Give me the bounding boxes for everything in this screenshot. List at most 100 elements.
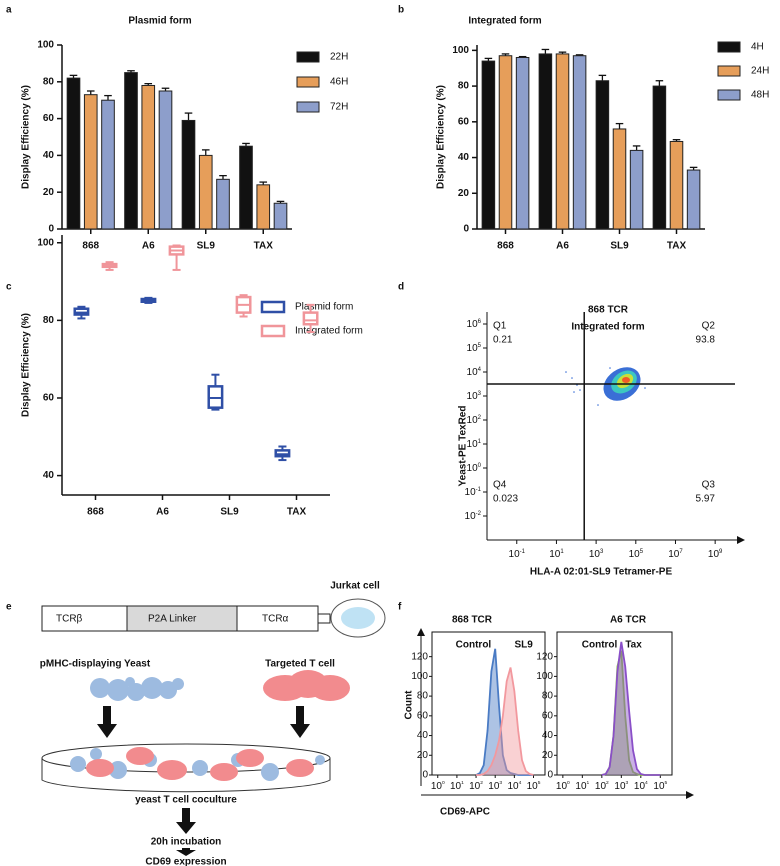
tick-label: 101 bbox=[575, 780, 589, 791]
tick-base: 10 bbox=[509, 549, 521, 560]
y-tick-label: 20 bbox=[458, 188, 470, 199]
legend-swatch bbox=[296, 51, 320, 63]
chart-title: 868 TCR bbox=[452, 615, 493, 626]
tick-base: 10 bbox=[431, 781, 443, 792]
tick-label: 103 bbox=[488, 780, 502, 791]
y-tick-label: 60 bbox=[458, 116, 470, 127]
y-tick-label: 120 bbox=[411, 651, 428, 662]
tick-exponent: 9 bbox=[719, 549, 723, 555]
y-tick-label: 60 bbox=[417, 710, 429, 721]
tick-base: 10 bbox=[469, 781, 481, 792]
tick-label: 103 bbox=[589, 549, 604, 560]
legend-label: 22H bbox=[330, 52, 348, 63]
bar bbox=[686, 169, 701, 230]
tick-base: 10 bbox=[450, 781, 462, 792]
x-axis-label: CD69-APC bbox=[440, 807, 490, 818]
tick-exponent: 0 bbox=[567, 780, 570, 786]
tick-label: 106 bbox=[467, 319, 482, 330]
tick-exponent: 4 bbox=[519, 780, 522, 786]
tick-base: 10 bbox=[488, 781, 500, 792]
area-fill bbox=[601, 650, 661, 775]
legend-label: 24H bbox=[751, 66, 769, 77]
tick-base: 10 bbox=[465, 487, 477, 498]
legend-swatch bbox=[717, 89, 741, 101]
tick-exponent: 3 bbox=[600, 549, 604, 555]
tick-label: 105 bbox=[629, 549, 644, 560]
x-tick-label: TAX bbox=[667, 241, 687, 252]
construct-label: TCRβ bbox=[56, 614, 83, 625]
bar bbox=[66, 77, 81, 230]
quadrant-value: 0.023 bbox=[493, 494, 518, 505]
tick-exponent: -1 bbox=[520, 549, 526, 555]
tick-label: 103 bbox=[614, 780, 628, 791]
bar bbox=[124, 72, 138, 230]
tick-label: 101 bbox=[467, 439, 482, 450]
tick-base: 10 bbox=[467, 439, 479, 450]
y-tick-label: 0 bbox=[422, 770, 428, 781]
diagram: e TCRβ P2A Linker TCRα Jurkat cell pMHC-… bbox=[6, 581, 386, 866]
y-tick-label: 80 bbox=[43, 315, 55, 326]
tick-exponent: 2 bbox=[606, 780, 609, 786]
tick-exponent: 5 bbox=[640, 549, 644, 555]
y-tick-label: 100 bbox=[536, 671, 553, 682]
tick-exponent: 1 bbox=[478, 439, 482, 445]
y-tick-label: 20 bbox=[417, 750, 429, 761]
x-tick-label: SL9 bbox=[220, 507, 239, 518]
y-tick-label: 40 bbox=[458, 152, 470, 163]
tick-exponent: -2 bbox=[476, 511, 482, 517]
quadrant-value: 0.21 bbox=[493, 335, 513, 346]
tick-exponent: 3 bbox=[478, 391, 482, 397]
tick-exponent: 5 bbox=[538, 780, 541, 786]
step-label: 20h incubation bbox=[151, 837, 222, 848]
step-label: CD69 expression bbox=[145, 857, 226, 866]
tick-label: 105 bbox=[467, 343, 482, 354]
tick-exponent: 1 bbox=[560, 549, 564, 555]
tick-base: 10 bbox=[465, 511, 477, 522]
area-line bbox=[475, 648, 534, 776]
x-tick-label: TAX bbox=[254, 241, 274, 252]
y-tick-label: 20 bbox=[43, 187, 55, 198]
y-tick-label: 100 bbox=[452, 45, 469, 56]
construct-segment bbox=[126, 605, 238, 632]
y-tick-label: 100 bbox=[37, 237, 54, 248]
y-tick-label: 80 bbox=[43, 76, 55, 87]
y-axis-label: Display Efficiency (%) bbox=[21, 85, 32, 189]
y-tick-label: 60 bbox=[43, 393, 55, 404]
series-label: Tax bbox=[625, 640, 642, 651]
y-axis-label: Display Efficiency (%) bbox=[21, 313, 32, 417]
y-tick-label: 0 bbox=[463, 224, 469, 235]
y-tick-label: 100 bbox=[411, 671, 428, 682]
chart-subtitle: Integrated form bbox=[571, 322, 644, 333]
bar bbox=[198, 154, 213, 230]
tick-base: 10 bbox=[527, 781, 539, 792]
tick-label: 104 bbox=[467, 367, 482, 378]
x-tick-label: A6 bbox=[556, 241, 569, 252]
legend-swatch bbox=[296, 101, 320, 113]
area-fill bbox=[476, 667, 534, 775]
area-line bbox=[476, 667, 534, 776]
tick-base: 10 bbox=[467, 367, 479, 378]
y-tick-label: 80 bbox=[458, 81, 470, 92]
tick-label: 10-2 bbox=[465, 511, 482, 522]
bar bbox=[595, 80, 610, 230]
tick-exponent: 6 bbox=[478, 319, 482, 325]
bar bbox=[629, 149, 644, 230]
tick-label: 105 bbox=[653, 780, 667, 791]
tick-base: 10 bbox=[589, 549, 601, 560]
x-axis-label: HLA-A 02:01-SL9 Tetramer-PE bbox=[530, 567, 673, 578]
legend-label: Plasmid form bbox=[295, 302, 353, 313]
cell-label: Jurkat cell bbox=[330, 581, 380, 592]
area-fill bbox=[601, 641, 661, 775]
bar bbox=[555, 53, 570, 230]
tick-exponent: 0 bbox=[442, 780, 445, 786]
panel-label: e bbox=[6, 602, 12, 613]
yeast-cluster bbox=[90, 677, 184, 701]
tick-exponent: 4 bbox=[645, 780, 648, 786]
legend-swatch bbox=[260, 300, 286, 314]
bar bbox=[273, 202, 288, 230]
tick-label: 102 bbox=[595, 780, 609, 791]
bar bbox=[669, 140, 684, 230]
bar bbox=[83, 94, 98, 230]
arrow bbox=[176, 848, 196, 856]
